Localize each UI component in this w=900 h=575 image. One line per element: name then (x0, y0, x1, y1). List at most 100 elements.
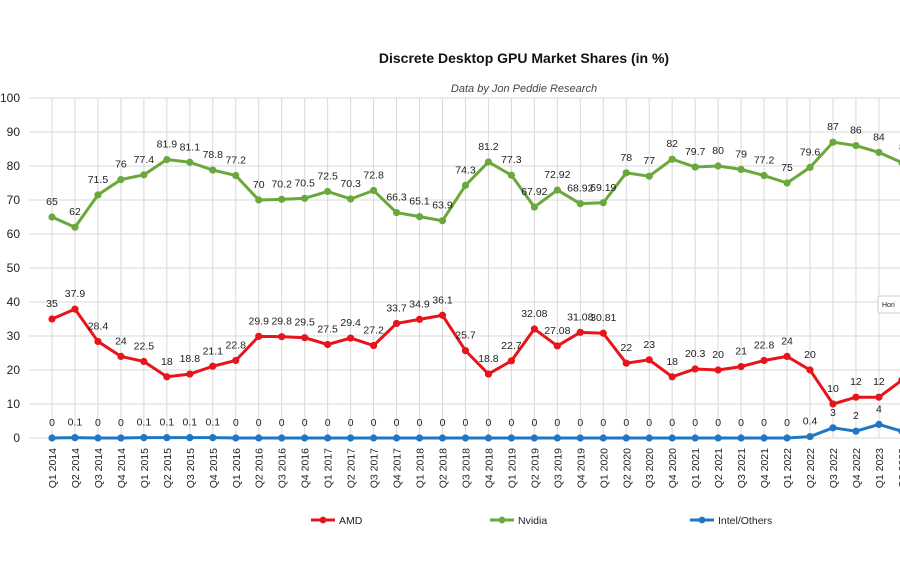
data-point (553, 186, 561, 194)
legend-marker (698, 516, 706, 524)
legend-label: Intel/Others (718, 515, 772, 527)
data-point (392, 434, 401, 442)
data-point (117, 352, 125, 360)
data-point (484, 434, 493, 442)
data-label: 81.2 (478, 141, 499, 153)
data-label: 24 (781, 335, 793, 347)
x-tick-label: Q1 2020 (598, 448, 610, 488)
series-line (51, 140, 900, 229)
data-point (347, 195, 355, 203)
data-label: 25.7 (455, 330, 476, 342)
y-axis-ticks: 0 10 20 30 40 50 60 70 80 90 100 (0, 91, 20, 445)
data-point (507, 357, 515, 365)
data-label: 81.9 (157, 139, 178, 151)
data-label: 3 (830, 407, 836, 419)
data-label: 78 (620, 152, 632, 164)
data-label: 29.8 (271, 316, 292, 328)
data-label: 82 (666, 138, 678, 150)
data-label: 29.5 (294, 317, 315, 329)
x-tick-label: Q4 2019 (575, 448, 587, 488)
data-point (576, 200, 584, 208)
data-point (163, 434, 171, 442)
data-point (278, 434, 286, 442)
data-label: 78.8 (203, 149, 224, 161)
data-label: 0.1 (183, 417, 198, 429)
data-label: 0 (394, 417, 400, 429)
series-intel-others: 0 0.1 0 0 0.1 0.1 0.1 0.1 0 0 0 0 0 0 0 0 0 0 0 0 0 0 0 0 0 0 0 0 0 0… (48, 403, 900, 442)
data-label: 68.92 (567, 183, 593, 195)
data-point (829, 424, 837, 432)
data-point (232, 434, 240, 442)
data-label: 0 (669, 417, 675, 429)
x-tick-label: Q4 2018 (483, 448, 495, 488)
legend-item: AMD (311, 515, 363, 527)
data-label: 22.8 (226, 339, 247, 351)
data-label: 27.08 (544, 325, 570, 337)
data-point (852, 142, 860, 150)
data-label: 0 (440, 417, 446, 429)
data-label: 0 (784, 417, 790, 429)
data-label: 31.08 (567, 311, 593, 323)
hover-tooltip: Hori (877, 295, 900, 314)
data-point (783, 434, 791, 442)
data-point (163, 373, 171, 381)
data-point (324, 340, 332, 349)
data-point (232, 171, 240, 180)
data-label: 0 (715, 417, 721, 429)
data-point (415, 434, 424, 442)
data-point (438, 311, 447, 319)
x-tick-label: Q2 2019 (529, 448, 541, 488)
x-tick-label: Q3 2014 (93, 448, 105, 488)
x-tick-label: Q2 2023 (897, 448, 900, 488)
data-point (714, 366, 722, 374)
data-point (530, 203, 538, 211)
data-point (140, 434, 148, 442)
legend: AMD Nvidia Intel/Others (311, 515, 772, 527)
legend-item: Intel/Others (690, 515, 772, 527)
data-label: 76 (115, 159, 127, 171)
data-point (737, 363, 745, 371)
data-point (369, 434, 378, 442)
data-label: 27.5 (317, 324, 338, 336)
data-label: 67.92 (521, 186, 547, 198)
data-point (209, 166, 217, 174)
data-point (645, 434, 653, 442)
x-tick-label: Q3 2018 (460, 448, 472, 488)
data-point (392, 319, 401, 328)
data-point (186, 434, 194, 442)
x-tick-label: Q1 2015 (139, 448, 151, 488)
data-label: 0 (233, 417, 239, 429)
data-label: 23 (643, 339, 655, 351)
data-label: 63.9 (432, 200, 453, 212)
data-point (209, 434, 217, 442)
x-tick-label: Q4 2021 (759, 448, 771, 488)
data-label: 87 (827, 121, 839, 133)
data-point (48, 315, 56, 323)
data-point (438, 434, 447, 442)
data-point (186, 158, 194, 166)
x-tick-label: Q3 2022 (828, 448, 840, 488)
data-label: 0.4 (803, 416, 818, 428)
data-label: 10 (827, 383, 839, 395)
data-label: 34.9 (409, 298, 430, 310)
data-point (48, 213, 56, 221)
legend-marker (319, 516, 327, 524)
y-tick-label: 0 (13, 431, 20, 445)
data-label: 0 (95, 417, 101, 429)
data-point (599, 199, 607, 207)
data-point (645, 356, 653, 364)
data-point (668, 434, 676, 442)
x-tick-label: Q2 2020 (621, 448, 633, 488)
data-point (71, 223, 79, 231)
y-tick-label: 100 (0, 91, 20, 105)
data-point (117, 434, 125, 442)
data-point (760, 434, 768, 442)
data-label: 37.9 (65, 288, 86, 300)
x-axis-ticks: Q1 2014 Q2 2014 Q3 2014 Q4 2014 Q1 2015 Q2 20… (47, 448, 900, 488)
data-label: 0 (486, 417, 492, 429)
data-label: 21 (735, 346, 747, 358)
data-point (691, 365, 699, 373)
data-point (324, 187, 332, 196)
data-label: 18.8 (478, 353, 499, 365)
